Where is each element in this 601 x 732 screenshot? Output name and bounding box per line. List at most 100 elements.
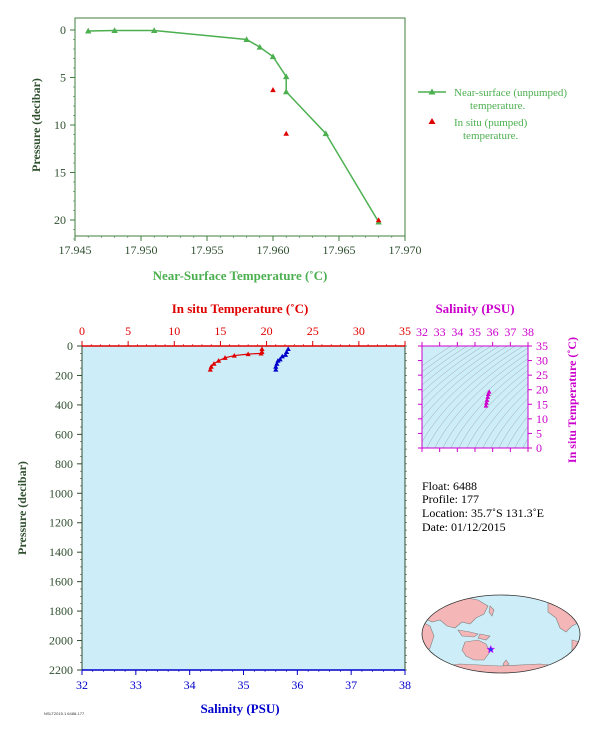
salinity-tick-label: 32	[76, 678, 88, 692]
ts-y-tick-label: 0	[536, 441, 542, 455]
top-chart-frame	[74, 17, 406, 237]
temperature-profile-point	[215, 358, 222, 363]
temperature-tick-label: 10	[168, 324, 180, 338]
ts-y-tick-label: 20	[536, 383, 548, 397]
ts-point	[485, 394, 491, 399]
top-y-tick-label: 5	[60, 71, 66, 85]
ts-y-tick-label: 30	[536, 354, 548, 368]
salinity-profile-point	[273, 366, 279, 372]
salinity-axis-label: Salinity (PSU)	[200, 701, 279, 716]
salinity-tick-label: 34	[184, 678, 196, 692]
temperature-tick-label: 30	[353, 324, 365, 338]
salinity-profile-point	[282, 352, 289, 357]
ts-density-contour	[482, 390, 528, 448]
unpumped-temperature-point	[283, 73, 290, 80]
ts-density-contour	[422, 346, 524, 443]
world-map	[421, 594, 581, 674]
map-land-australia	[461, 639, 491, 661]
top-x-tick-label: 17.965	[323, 243, 356, 257]
ts-density-contour	[474, 383, 528, 448]
ts-y-axis-label: In situ Temperature (˚C)	[565, 337, 579, 463]
ts-background	[422, 346, 528, 448]
salinity-tick-label: 36	[291, 678, 303, 692]
date-text: Date: 01/12/2015	[422, 520, 506, 534]
ts-density-contour	[442, 358, 528, 448]
ts-x-tick-label: 38	[522, 325, 534, 339]
unpumped-temperature-point	[111, 27, 118, 34]
salinity-tick-label: 35	[238, 678, 250, 692]
ts-point	[485, 391, 491, 397]
temperature-axis-ticks: 0 5 10 15 20 25 30 35	[79, 324, 411, 346]
pumped-temperature-point	[283, 130, 289, 136]
top-y-tick-label: 15	[54, 166, 66, 180]
map-land-japan	[488, 605, 495, 617]
legend-marker-pumped	[428, 118, 436, 124]
ts-density-contour	[506, 415, 528, 448]
temperature-profile-point	[222, 355, 228, 360]
map-land-new-guinea	[477, 633, 491, 641]
temperature-tick-label: 5	[125, 324, 131, 338]
ts-density-contour	[422, 346, 508, 419]
profile-series	[207, 346, 291, 372]
ts-x-tick-label: 37	[504, 325, 516, 339]
top-y-tick-label: 0	[60, 23, 66, 37]
pressure-tick-label: 1200	[49, 516, 73, 530]
pressure-axis-label: Pressure (decibar)	[15, 461, 29, 555]
ts-density-contour	[514, 426, 528, 448]
unpumped-temperature-line	[88, 29, 380, 223]
top-x-tick-label: 17.945	[59, 243, 92, 257]
ts-y-tick-label: 5	[536, 426, 542, 440]
temperature-profile-point	[259, 346, 265, 352]
salinity-tick-label: 33	[130, 678, 142, 692]
ts-density-contour	[426, 347, 528, 448]
pressure-tick-label: 1800	[49, 604, 73, 618]
pressure-tick-label: 1400	[49, 545, 73, 559]
top-chart-x-ticks: 17.945 17.950 17.955 17.960 17.965 17.970	[59, 236, 422, 257]
map-land-indonesia	[457, 629, 479, 638]
ts-density-contours	[422, 346, 528, 448]
top-x-tick-label: 17.960	[257, 243, 290, 257]
pressure-tick-label: 0	[67, 339, 73, 353]
ts-density-contour	[422, 346, 484, 393]
top-x-tick-label: 17.950	[125, 243, 158, 257]
pressure-tick-label: 600	[55, 427, 73, 441]
ts-x-tick-label: 35	[469, 325, 481, 339]
float-id-text: Float: 6488	[422, 479, 477, 493]
ts-point	[484, 400, 489, 405]
ts-x-tick-label: 36	[487, 325, 499, 339]
unpumped-temperature-point	[269, 53, 277, 60]
ts-points	[483, 389, 492, 408]
top-chart-legend: Near-surface (unpumped) temperature. In …	[418, 87, 567, 142]
temperature-tick-label: 15	[214, 324, 226, 338]
ts-density-contour	[422, 346, 492, 401]
ts-point	[486, 389, 492, 394]
ts-y-tick-label: 35	[536, 339, 548, 353]
ts-density-contour	[422, 346, 516, 430]
footer-tiny-text: NSLT2015.1 6488-177	[44, 711, 85, 716]
temperature-profile-point	[231, 352, 237, 358]
ts-y-tick-label: 15	[536, 397, 548, 411]
pressure-axis-ticks: 0 200 400 600 800 1000 1200 1400 1600 1800 2000 220…	[49, 339, 407, 677]
temperature-profile-point	[258, 350, 264, 356]
ts-density-contour	[490, 397, 528, 448]
ts-point	[483, 403, 489, 408]
profile-number-text: Profile: 177	[422, 492, 479, 506]
unpumped-temperature-point	[283, 88, 290, 95]
ts-x-tick-label: 32	[416, 325, 428, 339]
top-x-tick-label: 17.955	[191, 243, 224, 257]
temperature-profile-point	[245, 351, 251, 357]
unpumped-temperature-point	[256, 43, 263, 50]
salinity-profile-point	[279, 353, 285, 359]
temperature-tick-label: 20	[261, 324, 273, 338]
top-chart-y-axis-label: Pressure (decibar)	[29, 78, 43, 172]
salinity-axis-ticks: 32 33 34 35 36 37 38	[76, 670, 411, 692]
ts-x-tick-label: 34	[451, 325, 463, 339]
temperature-profile-point	[208, 364, 214, 369]
legend-marker-unpumped	[428, 88, 436, 95]
location-text: Location: 35.7˚S 131.3˚E	[422, 506, 544, 520]
unpumped-temperature-point	[243, 36, 250, 43]
ts-density-contour	[522, 438, 528, 448]
pressure-tick-label: 400	[55, 398, 73, 412]
